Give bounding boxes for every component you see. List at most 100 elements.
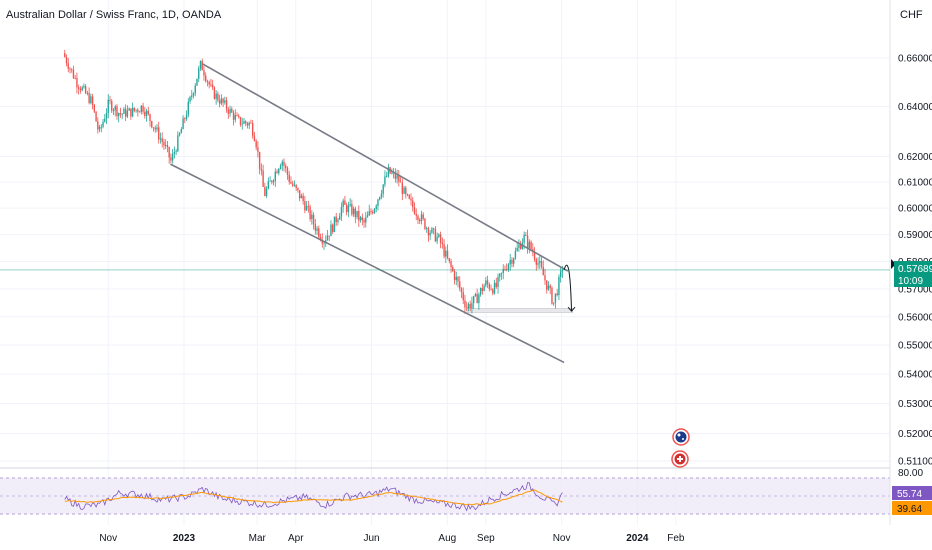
candle-body	[144, 111, 146, 116]
candle-body	[164, 145, 167, 146]
price-axis[interactable]: 0.66000 0.64000 0.62000 0.61000 0.60000 0.590…	[898, 54, 932, 480]
channel-lower-line[interactable]	[169, 163, 565, 364]
badge-price: 0.57689	[898, 264, 932, 275]
candle-body	[236, 115, 238, 116]
candle-body	[151, 121, 153, 128]
candle-body	[554, 293, 557, 303]
candle-body	[453, 270, 456, 281]
australia-event-icon[interactable]	[672, 428, 690, 446]
grid-layer	[0, 0, 890, 525]
candle-body	[467, 304, 470, 309]
candle-body	[398, 175, 400, 182]
candle-body	[465, 307, 468, 309]
rsi-ma-badge: 39.64	[892, 501, 932, 515]
candle-body	[375, 205, 377, 210]
time-axis[interactable]: Nov 2023 Mar Apr Jun Aug Sep Nov 2024 Feb	[99, 533, 685, 544]
badge-countdown: 10:09	[898, 276, 923, 287]
candle-body	[204, 75, 207, 81]
candle-body	[455, 276, 457, 281]
candle-body	[446, 250, 449, 259]
candle-body	[272, 180, 275, 183]
candle-body	[196, 78, 198, 86]
candle-body	[297, 187, 299, 191]
candle-body	[102, 121, 104, 127]
time-tick-label: Aug	[438, 533, 456, 544]
candle-body	[245, 121, 247, 124]
candle-body	[519, 244, 522, 249]
candle-body	[112, 110, 115, 112]
candle-body	[84, 86, 87, 94]
candle-body	[551, 287, 553, 304]
support-zone-layer	[466, 308, 574, 313]
candle-body	[479, 288, 482, 295]
candle-body	[420, 214, 423, 222]
candle-body	[198, 68, 200, 79]
last-price-badge[interactable]: 0.57689 10:09	[891, 259, 932, 287]
candle-body	[471, 303, 473, 309]
candle-body	[208, 81, 210, 85]
candle-body	[295, 184, 297, 188]
channel-upper-line[interactable]	[202, 63, 569, 272]
projection-curve[interactable]	[563, 264, 573, 312]
candle-body	[549, 285, 551, 288]
candle-body	[170, 157, 172, 161]
candle-body	[199, 61, 202, 69]
candle-body	[93, 104, 96, 112]
candle-body	[450, 261, 452, 268]
candle-body	[291, 183, 294, 186]
candle-body	[540, 261, 543, 268]
candle-body	[431, 228, 433, 233]
candle-body	[203, 70, 205, 76]
time-tick-label: Mar	[249, 533, 267, 544]
candle-body	[504, 269, 506, 270]
price-tick-label: 0.51100	[898, 457, 932, 468]
candle-body	[305, 206, 308, 211]
candle-body	[258, 151, 261, 169]
candle-body	[438, 234, 440, 237]
candle-body	[91, 96, 94, 105]
candle-body	[290, 181, 292, 184]
price-tick-label: 0.66000	[898, 54, 932, 65]
switzerland-event-icon[interactable]	[671, 450, 689, 468]
candle-body	[135, 109, 137, 111]
price-tick-label: 0.56000	[898, 312, 932, 323]
time-tick-label: Nov	[553, 533, 571, 544]
candle-body	[95, 111, 97, 122]
symbol-title: Australian Dollar / Swiss Franc, 1D, OAN…	[6, 9, 222, 21]
candle-body	[495, 282, 497, 287]
candle-body	[257, 147, 259, 152]
candle-body	[227, 109, 230, 114]
candle-body	[142, 105, 144, 112]
price-tick-label: 0.61000	[898, 178, 932, 189]
candle-body	[241, 123, 243, 125]
candle-body	[514, 250, 517, 259]
candle-body	[547, 285, 550, 290]
time-tick-label: Nov	[99, 533, 117, 544]
candle-body	[474, 294, 477, 296]
candle-body	[373, 209, 376, 214]
candle-body	[507, 264, 510, 270]
candle-body	[131, 107, 134, 117]
candle-body	[330, 224, 332, 237]
price-tick-label: 0.59000	[898, 230, 932, 241]
candle-body	[222, 98, 224, 103]
support-zone[interactable]	[466, 308, 574, 313]
candle-body	[88, 93, 90, 103]
candle-body	[366, 215, 369, 218]
candle-body	[175, 151, 177, 153]
candle-body	[340, 207, 343, 217]
price-tick-label: 0.53000	[898, 399, 932, 410]
candle-body	[194, 85, 196, 94]
candle-body	[253, 135, 256, 141]
candle-body	[231, 108, 233, 113]
candle-body	[149, 114, 151, 122]
candle-body	[356, 210, 358, 218]
candle-body	[432, 228, 435, 230]
candle-body	[274, 171, 276, 181]
candle-body	[133, 107, 136, 111]
candle-body	[535, 259, 537, 265]
candle-body	[67, 63, 69, 69]
candle-body	[250, 122, 252, 124]
rsi-layer	[64, 482, 563, 512]
